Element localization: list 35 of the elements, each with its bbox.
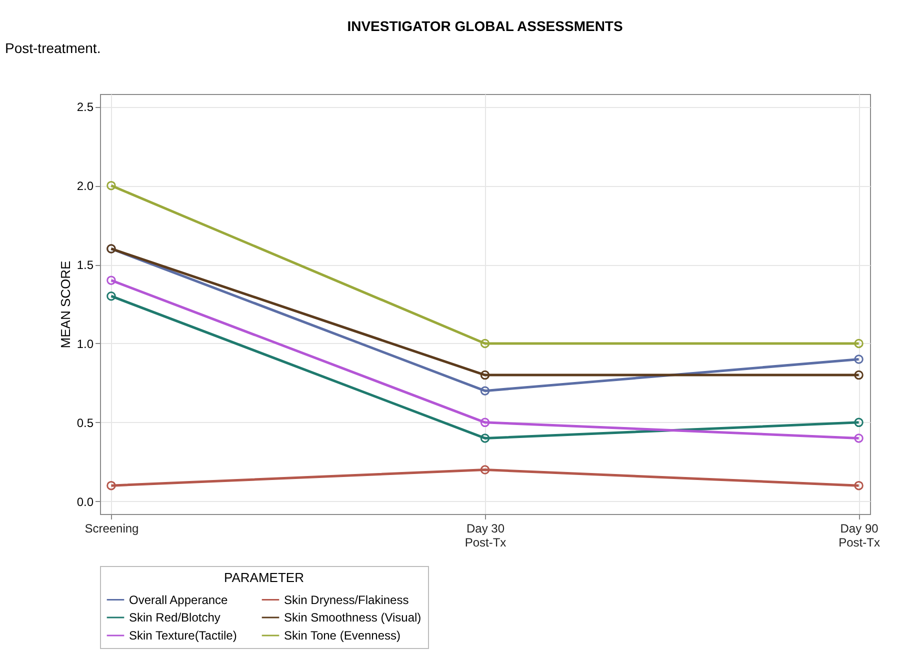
x-tick-label: Day 90 Post-Tx [838, 522, 880, 550]
point [854, 434, 864, 443]
point [854, 418, 864, 428]
legend-label: Overall Apperance [129, 592, 228, 607]
chart-title: INVESTIGATOR GLOBAL ASSESSMENTS [347, 18, 623, 34]
point [854, 480, 864, 490]
text: Post-treatment. [5, 40, 101, 56]
point [854, 354, 864, 364]
legend-title: PARAMETER [224, 570, 304, 585]
y-tick-label: 2.0 [76, 179, 94, 194]
point [854, 370, 864, 380]
point [480, 434, 490, 443]
legend-label: Skin Dryness/Flakiness [284, 592, 409, 607]
legend-label: Skin Red/Blotchy [129, 610, 220, 624]
legend-label: Skin Texture(Tactile) [129, 628, 237, 642]
point [480, 386, 490, 396]
legend-label: Skin Tone (Evenness) [284, 628, 401, 642]
y-tick-label: 0.0 [76, 494, 94, 509]
point [480, 338, 490, 348]
y-tick-label: 1.0 [76, 336, 94, 351]
point [480, 418, 490, 428]
point [480, 465, 490, 474]
y-tick-label: 1.5 [76, 258, 94, 272]
legend-label: Skin Smoothness (Visual) [284, 610, 422, 624]
point [854, 338, 864, 348]
point [106, 276, 116, 285]
y-tick-label: 2.5 [76, 100, 94, 114]
point [106, 180, 116, 190]
y-tick-label: 0.5 [76, 416, 94, 430]
x-tick-label: Day 30 Post-Tx [464, 522, 506, 550]
point [480, 370, 490, 380]
point [106, 480, 116, 490]
point [106, 291, 116, 301]
x-tick-label: Screening [84, 522, 139, 536]
y-axis-title: MEAN SCORE [58, 260, 73, 348]
